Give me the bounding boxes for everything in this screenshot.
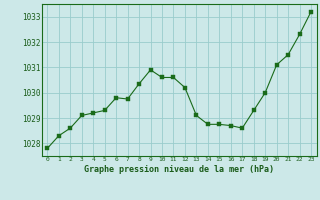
X-axis label: Graphe pression niveau de la mer (hPa): Graphe pression niveau de la mer (hPa) (84, 165, 274, 174)
